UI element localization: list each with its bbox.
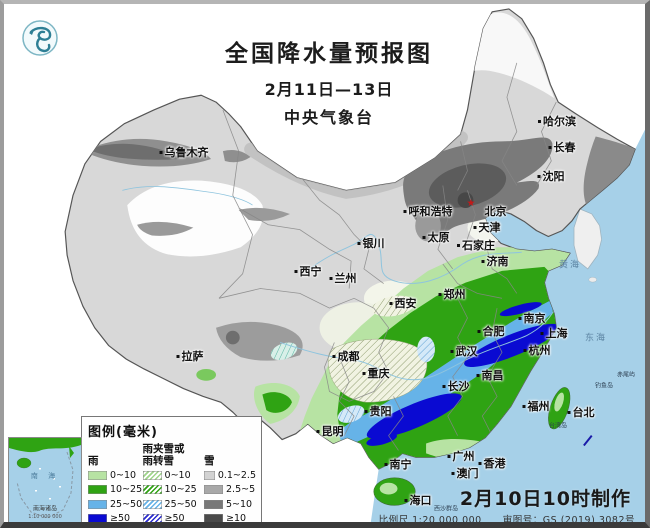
legend-column-雨夹雪或雨转雪: 雨夹雪或 雨转雪 0~10 10~25 25~50 ≥50 — [142, 441, 204, 524]
legend-item: 25~50 — [88, 499, 143, 510]
legend: 图例(毫米) 雨 0~10 10~25 25~50 ≥50 雨夹雪或 雨转雪 0~10 10~… — [81, 416, 262, 524]
legend-column-header: 雪 — [204, 454, 215, 467]
weather-media-logo-icon — [22, 20, 58, 56]
south-china-sea-inset: 南 海 南海诸岛 1:10 000 000 — [8, 437, 82, 522]
legend-column-header: 雨 — [88, 454, 99, 467]
legend-label: 10~25 — [164, 484, 197, 496]
province-borders — [218, 62, 557, 451]
inset-islands-label: 南海诸岛 — [32, 505, 58, 513]
legend-swatch — [142, 485, 162, 495]
inset-scale-label: 1:10 000 000 — [28, 514, 62, 521]
legend-swatch — [88, 471, 107, 481]
legend-label: ≥50 — [164, 512, 185, 524]
legend-swatch — [142, 471, 162, 481]
legend-columns: 雨 0~10 10~25 25~50 ≥50 雨夹雪或 雨转雪 0~10 10~25 25~50… — [88, 441, 256, 524]
hainan-island — [373, 477, 416, 506]
legend-item: ≥50 — [88, 512, 143, 524]
legend-swatch — [88, 499, 107, 509]
legend-swatch — [204, 499, 223, 509]
korea-landmass — [573, 208, 603, 270]
legend-swatch — [204, 513, 223, 522]
legend-label: 0.1~2.5 — [217, 470, 256, 482]
legend-column-header: 雨夹雪或 雨转雪 — [142, 442, 185, 467]
legend-item: 0.1~2.5 — [204, 470, 256, 481]
approval-number: 审图号：GS (2019) 3082号 — [502, 515, 635, 526]
legend-item: 5~10 — [204, 499, 256, 510]
map-scale: 比例尺 1:20 000 000 — [378, 515, 482, 526]
legend-item: 10~25 — [142, 484, 204, 496]
scale-and-approval: 比例尺 1:20 000 000 审图号：GS (2019) 3082号 — [378, 512, 635, 526]
legend-title: 图例(毫米) — [88, 425, 158, 440]
inset-sea-label: 南 海 — [30, 472, 60, 481]
map-title-block: 全国降水量预报图 2月11日—13日 中央气象台 — [179, 34, 479, 128]
legend-label: 25~50 — [110, 498, 143, 510]
legend-swatch — [88, 485, 107, 495]
legend-item: ≥50 — [142, 512, 204, 524]
legend-column-雨: 雨 0~10 10~25 25~50 ≥50 — [88, 441, 143, 524]
legend-label: 0~10 — [110, 470, 137, 482]
legend-label: 25~50 — [164, 498, 197, 510]
precipitation-overlays — [82, 12, 636, 470]
legend-item: 25~50 — [142, 498, 204, 510]
legend-item: 10~25 — [88, 484, 143, 495]
agency-name: 中央气象台 — [283, 108, 374, 127]
legend-label: 2.5~5 — [226, 484, 256, 496]
capital-star-icon: ★ — [467, 198, 476, 209]
inset-map — [9, 438, 81, 522]
legend-label: 5~10 — [226, 498, 253, 510]
legend-swatch — [88, 513, 107, 522]
map-title: 全国降水量预报图 — [225, 41, 433, 67]
legend-item: 2.5~5 — [204, 484, 256, 495]
islet-mark — [583, 435, 593, 447]
legend-column-雪: 雪 0.1~2.5 2.5~5 5~10 ≥10 — [204, 441, 256, 524]
legend-swatch — [142, 513, 162, 522]
production-time: 2月10日10时制作 — [459, 488, 631, 510]
legend-label: ≥10 — [226, 512, 247, 524]
legend-label: ≥50 — [110, 512, 131, 524]
forecast-dates: 2月11日—13日 — [264, 80, 394, 99]
legend-swatch — [204, 471, 215, 481]
legend-swatch — [204, 485, 223, 495]
legend-item: ≥10 — [204, 512, 256, 524]
legend-swatch — [142, 499, 162, 509]
legend-label: 0~10 — [164, 470, 191, 482]
china-precipitation-map: ★ — [4, 4, 645, 522]
legend-label: 10~25 — [110, 484, 143, 496]
legend-item: 0~10 — [88, 470, 143, 481]
jeju-island — [588, 276, 597, 283]
legend-item: 0~10 — [142, 470, 204, 482]
